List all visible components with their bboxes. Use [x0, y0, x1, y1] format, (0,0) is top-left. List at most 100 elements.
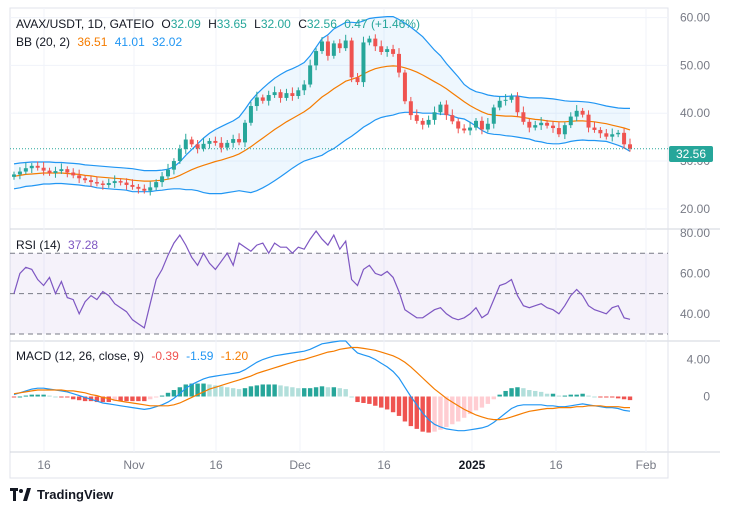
bb-area	[14, 16, 630, 194]
candle-up	[207, 140, 212, 144]
candle-up	[533, 125, 538, 128]
macd-histogram-bar	[574, 394, 579, 397]
bb-upper-value: 41.01	[115, 35, 145, 49]
bb-lower-value: 32.02	[152, 35, 182, 49]
rsi-label: RSI (14)	[16, 238, 61, 252]
candle-down	[77, 175, 82, 179]
candle-down	[586, 114, 591, 128]
macd-histogram-bar	[373, 396, 378, 406]
macd-histogram-bar	[124, 396, 129, 402]
candle-up	[568, 116, 573, 126]
candle-up	[112, 181, 117, 184]
open-label: O	[161, 17, 170, 31]
rsi-legend: RSI (14) 37.28	[16, 238, 98, 252]
candle-up	[426, 119, 431, 125]
price-tick-label: 40.00	[680, 106, 710, 120]
macd-line-value: -1.59	[186, 349, 214, 363]
macd-histogram-bar	[349, 396, 354, 398]
candle-up	[485, 123, 490, 130]
macd-histogram-bar	[278, 385, 283, 397]
macd-histogram-bar	[444, 396, 449, 428]
price-tick-label: 50.00	[680, 58, 710, 72]
macd-histogram-bar	[195, 383, 200, 397]
macd-histogram-bar	[414, 396, 419, 429]
candle-down	[592, 127, 597, 130]
y-axis-labels: 60.0050.0040.0030.0020.0080.0060.0040.00…	[680, 11, 710, 404]
macd-histogram-bar	[71, 396, 76, 400]
macd-histogram-bar	[556, 395, 562, 397]
candle-down	[83, 178, 88, 181]
macd-histogram-bar	[290, 387, 295, 397]
change-value: 0.47 (+1.46%)	[344, 17, 420, 31]
macd-histogram-bar	[598, 396, 603, 398]
time-tick-label: 16	[37, 458, 51, 472]
candle-up	[343, 40, 348, 49]
macd-histogram-bar	[538, 391, 544, 397]
candle-down	[337, 43, 342, 49]
macd-histogram-bar	[53, 396, 58, 398]
tradingview-brand[interactable]: TradingView	[10, 487, 113, 502]
candle-up	[160, 176, 165, 183]
candle-up	[148, 187, 153, 191]
bollinger-band-fill	[14, 16, 630, 194]
rsi-tick-label: 40.00	[680, 307, 710, 321]
candle-up	[574, 110, 579, 117]
candle-up	[154, 182, 159, 188]
trading-chart[interactable]: 60.0050.0040.0030.0020.0080.0060.0040.00…	[0, 0, 731, 480]
macd-histogram-bar	[165, 392, 171, 397]
macd-histogram-bar	[562, 395, 568, 397]
macd-histogram-bar	[236, 389, 242, 397]
macd-histogram-bar	[479, 396, 485, 408]
macd-histogram-bar	[177, 387, 183, 397]
macd-histogram-bar	[533, 390, 538, 397]
candle-up	[201, 143, 206, 149]
candle-down	[598, 129, 603, 134]
candle-down	[100, 183, 105, 185]
candle-down	[397, 53, 401, 73]
candle-down	[278, 92, 283, 98]
macd-histogram-bar	[586, 395, 591, 397]
macd-histogram-bar	[17, 396, 23, 398]
candle-down	[545, 122, 550, 126]
candle-up	[272, 92, 277, 96]
macd-histogram-bar	[207, 384, 212, 397]
candle-up	[367, 38, 372, 43]
candle-down	[47, 170, 52, 173]
macd-histogram-bar	[94, 396, 100, 403]
macd-histogram-bar	[592, 396, 597, 398]
candle-up	[320, 41, 324, 52]
macd-histogram-bar	[284, 386, 289, 397]
open-value: 32.09	[171, 17, 201, 31]
candle-down	[213, 140, 218, 143]
candle-up	[284, 93, 289, 98]
candle-up	[474, 120, 478, 128]
macd-histogram-bar	[59, 396, 64, 398]
macd-histogram-bar	[550, 393, 556, 397]
candle-up	[308, 65, 313, 85]
rsi-line	[13, 229, 631, 329]
candle-down	[124, 182, 129, 185]
macd-histogram-bar	[467, 396, 473, 415]
x-axis-labels: 16 Nov 16 Dec 16 2025 16 Feb	[37, 458, 656, 472]
macd-histogram-bar	[23, 395, 29, 397]
candle-down	[325, 41, 330, 56]
candle-down	[219, 142, 224, 148]
time-tick-label: Feb	[636, 458, 657, 472]
chart-grid	[9, 7, 720, 479]
macd-histogram-bar	[390, 396, 396, 413]
symbol-title: AVAX/USDT, 1D, GATEIO	[16, 17, 154, 31]
macd-histogram-bar	[491, 396, 496, 400]
candle-up	[266, 95, 271, 101]
macd-histogram-bar	[100, 396, 106, 403]
rsi-tick-label: 80.00	[680, 226, 710, 240]
candle-down	[136, 186, 141, 189]
candle-up	[497, 100, 502, 108]
macd-histogram-bar	[159, 395, 165, 397]
candle-up	[17, 171, 22, 175]
macd-hist-value: -0.39	[151, 349, 179, 363]
macd-histogram-bar	[11, 396, 17, 398]
price-tick-label: 60.00	[680, 11, 710, 25]
bb-lower-line	[13, 111, 631, 195]
macd-line	[13, 340, 631, 432]
close-value: 32.56	[307, 17, 337, 31]
